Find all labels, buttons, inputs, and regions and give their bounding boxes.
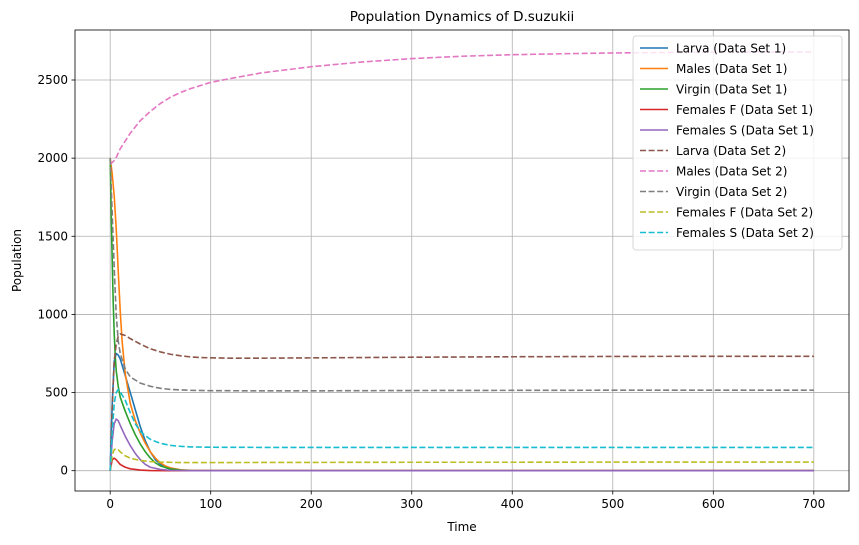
legend-label: Females F (Data Set 2)	[676, 205, 813, 219]
legend-label: Males (Data Set 2)	[676, 164, 787, 178]
series-line-3	[109, 158, 814, 472]
series-line-7	[109, 51, 814, 165]
series-line-8	[109, 158, 814, 392]
y-tick-label: 2000	[37, 151, 68, 165]
plot-frame	[74, 29, 850, 492]
legend-box	[632, 35, 843, 251]
x-tick-label: 600	[702, 497, 725, 511]
series-line-1	[109, 352, 814, 472]
series-line-6	[109, 333, 814, 471]
x-tick-label: 100	[199, 497, 222, 511]
x-tick-label: 200	[300, 497, 323, 511]
x-axis-label: Time	[446, 520, 476, 534]
y-tick-label: 500	[45, 386, 68, 400]
legend-label: Females F (Data Set 1)	[676, 103, 813, 117]
legend-label: Larva (Data Set 2)	[676, 144, 786, 158]
legend-label: Larva (Data Set 1)	[676, 41, 786, 55]
legend-label: Virgin (Data Set 1)	[676, 82, 787, 96]
chart-title: Population Dynamics of D.suzukii	[350, 9, 575, 25]
y-tick-label: 1000	[37, 307, 68, 321]
x-tick-label: 400	[501, 497, 524, 511]
y-tick-label: 1500	[37, 229, 68, 243]
y-tick-label: 2500	[37, 73, 68, 87]
legend-label: Males (Data Set 1)	[676, 62, 787, 76]
x-tick-label: 0	[106, 497, 114, 511]
series-line-9	[109, 448, 814, 471]
axis-ticks: 0 100 200 300 400 500 600 700 0 500 1000 1500 2000 25…	[37, 73, 825, 511]
series-lines	[109, 51, 814, 472]
legend: Larva (Data Set 1) Males (Data Set 1) Virg…	[632, 35, 843, 251]
x-tick-label: 700	[802, 497, 825, 511]
series-line-5	[109, 418, 814, 472]
y-axis-label: Population	[10, 229, 24, 292]
legend-label: Females S (Data Set 2)	[676, 226, 814, 240]
x-tick-label: 500	[601, 497, 624, 511]
series-line-4	[109, 457, 814, 472]
legend-label: Virgin (Data Set 2)	[676, 185, 787, 199]
y-tick-label: 0	[60, 464, 68, 478]
legend-label: Females S (Data Set 1)	[676, 123, 814, 137]
x-tick-label: 300	[400, 497, 423, 511]
series-line-10	[109, 388, 814, 471]
